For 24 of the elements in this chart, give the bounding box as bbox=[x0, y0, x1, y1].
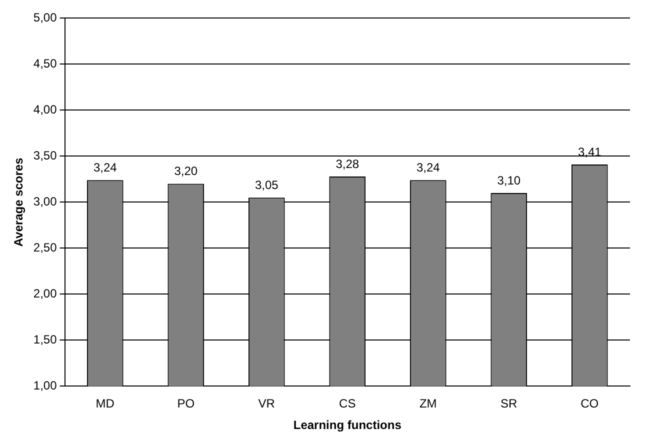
y-tick-label: 5,00 bbox=[33, 10, 58, 25]
x-axis-title: Learning functions bbox=[293, 418, 402, 432]
y-tick-label: 2,00 bbox=[33, 286, 58, 301]
y-tick-label: 1,50 bbox=[33, 332, 58, 347]
x-tick-label: VR bbox=[258, 396, 276, 411]
x-tick-label: PO bbox=[177, 396, 195, 411]
data-label: 3,05 bbox=[254, 178, 279, 192]
y-tick-label: 3,00 bbox=[33, 194, 58, 209]
x-tick-label: CS bbox=[339, 396, 356, 411]
y-tick-label: 4,00 bbox=[33, 102, 58, 117]
y-tick-label: 1,00 bbox=[33, 378, 58, 393]
x-tick-label: MD bbox=[96, 396, 115, 411]
data-label: 3,28 bbox=[336, 156, 360, 171]
data-label: 3,20 bbox=[174, 164, 198, 178]
data-label: 3,10 bbox=[497, 173, 521, 188]
y-axis-title: Average scores bbox=[12, 157, 26, 247]
y-tick-label: 3,50 bbox=[33, 148, 58, 163]
data-label: 3,24 bbox=[416, 160, 440, 174]
x-tick-label: CO bbox=[580, 396, 599, 411]
y-tick-label: 4,50 bbox=[33, 56, 58, 71]
y-tick-label: 2,50 bbox=[33, 240, 58, 255]
data-label: 3,24 bbox=[93, 160, 118, 174]
x-tick-label: SR bbox=[500, 396, 518, 411]
x-tick-label: ZM bbox=[419, 396, 437, 411]
